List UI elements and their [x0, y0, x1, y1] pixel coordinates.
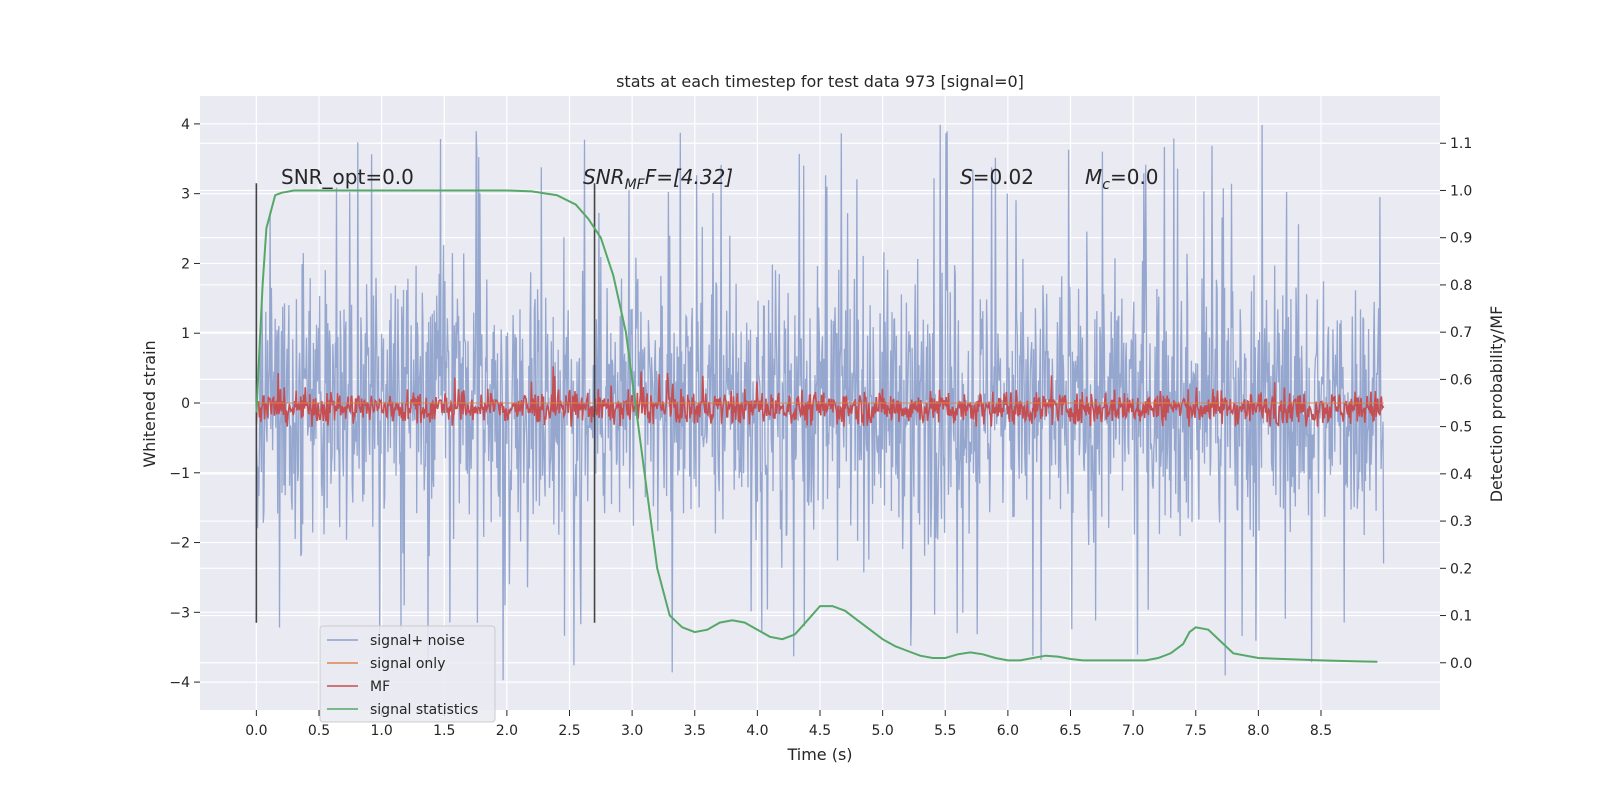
x-tick-label: 3.0 — [621, 723, 643, 739]
right-tick-label: 0.8 — [1450, 278, 1472, 294]
x-tick-label: 0.0 — [245, 723, 267, 739]
right-tick-label: 1.0 — [1450, 183, 1472, 199]
x-tick-label: 4.5 — [809, 723, 831, 739]
legend-label-signal-noise: signal+ noise — [370, 633, 465, 649]
right-tick-label: 0.0 — [1450, 656, 1472, 672]
signal-statistics-line — [255, 189, 1378, 663]
left-tick-label: −1 — [169, 466, 190, 482]
right-tick-label: 0.3 — [1450, 514, 1472, 530]
x-tick-label: 2.5 — [558, 723, 580, 739]
annotation-snr-mf: SNRMFF=[4.32] — [583, 165, 733, 193]
right-tick-label: 0.1 — [1450, 609, 1472, 625]
x-tick-label: 5.5 — [934, 723, 956, 739]
x-tick-label: 5.0 — [871, 723, 893, 739]
legend-box — [319, 625, 496, 723]
left-tick-label: 4 — [181, 117, 190, 133]
left-tick-label: 2 — [181, 256, 190, 272]
left-tick-label: −3 — [169, 605, 190, 621]
x-tick-label: 6.0 — [997, 723, 1019, 739]
annotation-snr-mf-rest: F=[4.32] — [645, 165, 733, 189]
annotation-mc-sub: c — [1102, 177, 1110, 193]
x-axis-title: Time (s) — [786, 745, 852, 764]
right-tick-label: 0.5 — [1450, 420, 1472, 436]
mf-line — [255, 366, 1385, 427]
left-y-axis: −4 −3 −2 −1 0 1 2 3 4 — [169, 117, 200, 691]
left-tick-label: 3 — [181, 187, 190, 203]
right-tick-label: 0.2 — [1450, 561, 1472, 577]
x-tick-label: 1.5 — [433, 723, 455, 739]
x-tick-label: 8.0 — [1247, 723, 1269, 739]
x-tick-label: 0.5 — [308, 723, 330, 739]
legend: signal+ noise signal only MF signal stat… — [319, 625, 496, 723]
legend-label-signal-only: signal only — [370, 656, 445, 672]
right-tick-label: 0.7 — [1450, 325, 1472, 341]
mf-series — [255, 366, 1385, 427]
left-tick-label: −2 — [169, 536, 190, 552]
annotation-s: S=0.02 — [960, 165, 1034, 189]
signal-statistics-series — [255, 189, 1378, 663]
annotation-s-value: =0.02 — [973, 165, 1034, 189]
x-tick-label: 7.0 — [1122, 723, 1144, 739]
annotation-mc-value: =0.0 — [1110, 165, 1159, 189]
right-y-axis: 0.0 0.1 0.2 0.3 0.4 0.5 0.6 0.7 0.8 0.9 1.0 1.1 — [1440, 136, 1472, 672]
annotation-mc-symbol: M — [1085, 165, 1102, 189]
x-tick-label: 8.5 — [1310, 723, 1332, 739]
x-tick-label: 3.5 — [684, 723, 706, 739]
annotation-snr-mf-sub: MF — [625, 177, 646, 193]
legend-label-mf: MF — [370, 679, 390, 695]
annotation-snr-mf-base: SNR — [583, 165, 625, 189]
annotation-s-symbol: S — [960, 165, 973, 189]
left-tick-label: 1 — [181, 326, 190, 342]
x-tick-label: 1.0 — [370, 723, 392, 739]
right-tick-label: 0.6 — [1450, 372, 1472, 388]
annotation-mc: Mc=0.0 — [1085, 165, 1159, 193]
right-tick-label: 0.4 — [1450, 467, 1472, 483]
x-tick-label: 2.0 — [496, 723, 518, 739]
x-tick-label: 7.5 — [1185, 723, 1207, 739]
right-tick-label: 1.1 — [1450, 136, 1472, 152]
left-tick-label: 0 — [181, 396, 190, 412]
x-axis: 0.0 0.5 1.0 1.5 2.0 2.5 3.0 3.5 4.0 4.5 5.0 5.5 6.0 6… — [245, 710, 1332, 739]
y-axis-title: Whitened strain — [140, 340, 159, 467]
legend-label-signal-statistics: signal statistics — [370, 702, 478, 718]
chart-title: stats at each timestep for test data 973… — [616, 72, 1024, 91]
y-axis-right-title: Detection probability/MF — [1487, 306, 1506, 503]
left-tick-label: −4 — [169, 675, 190, 691]
x-tick-label: 4.0 — [746, 723, 768, 739]
x-tick-label: 6.5 — [1059, 723, 1081, 739]
annotation-snr-opt: SNR_opt=0.0 — [281, 165, 414, 189]
annotations: SNR_opt=0.0 SNRMFF=[4.32] S=0.02 Mc=0.0 — [281, 165, 1159, 193]
right-tick-label: 0.9 — [1450, 231, 1472, 247]
